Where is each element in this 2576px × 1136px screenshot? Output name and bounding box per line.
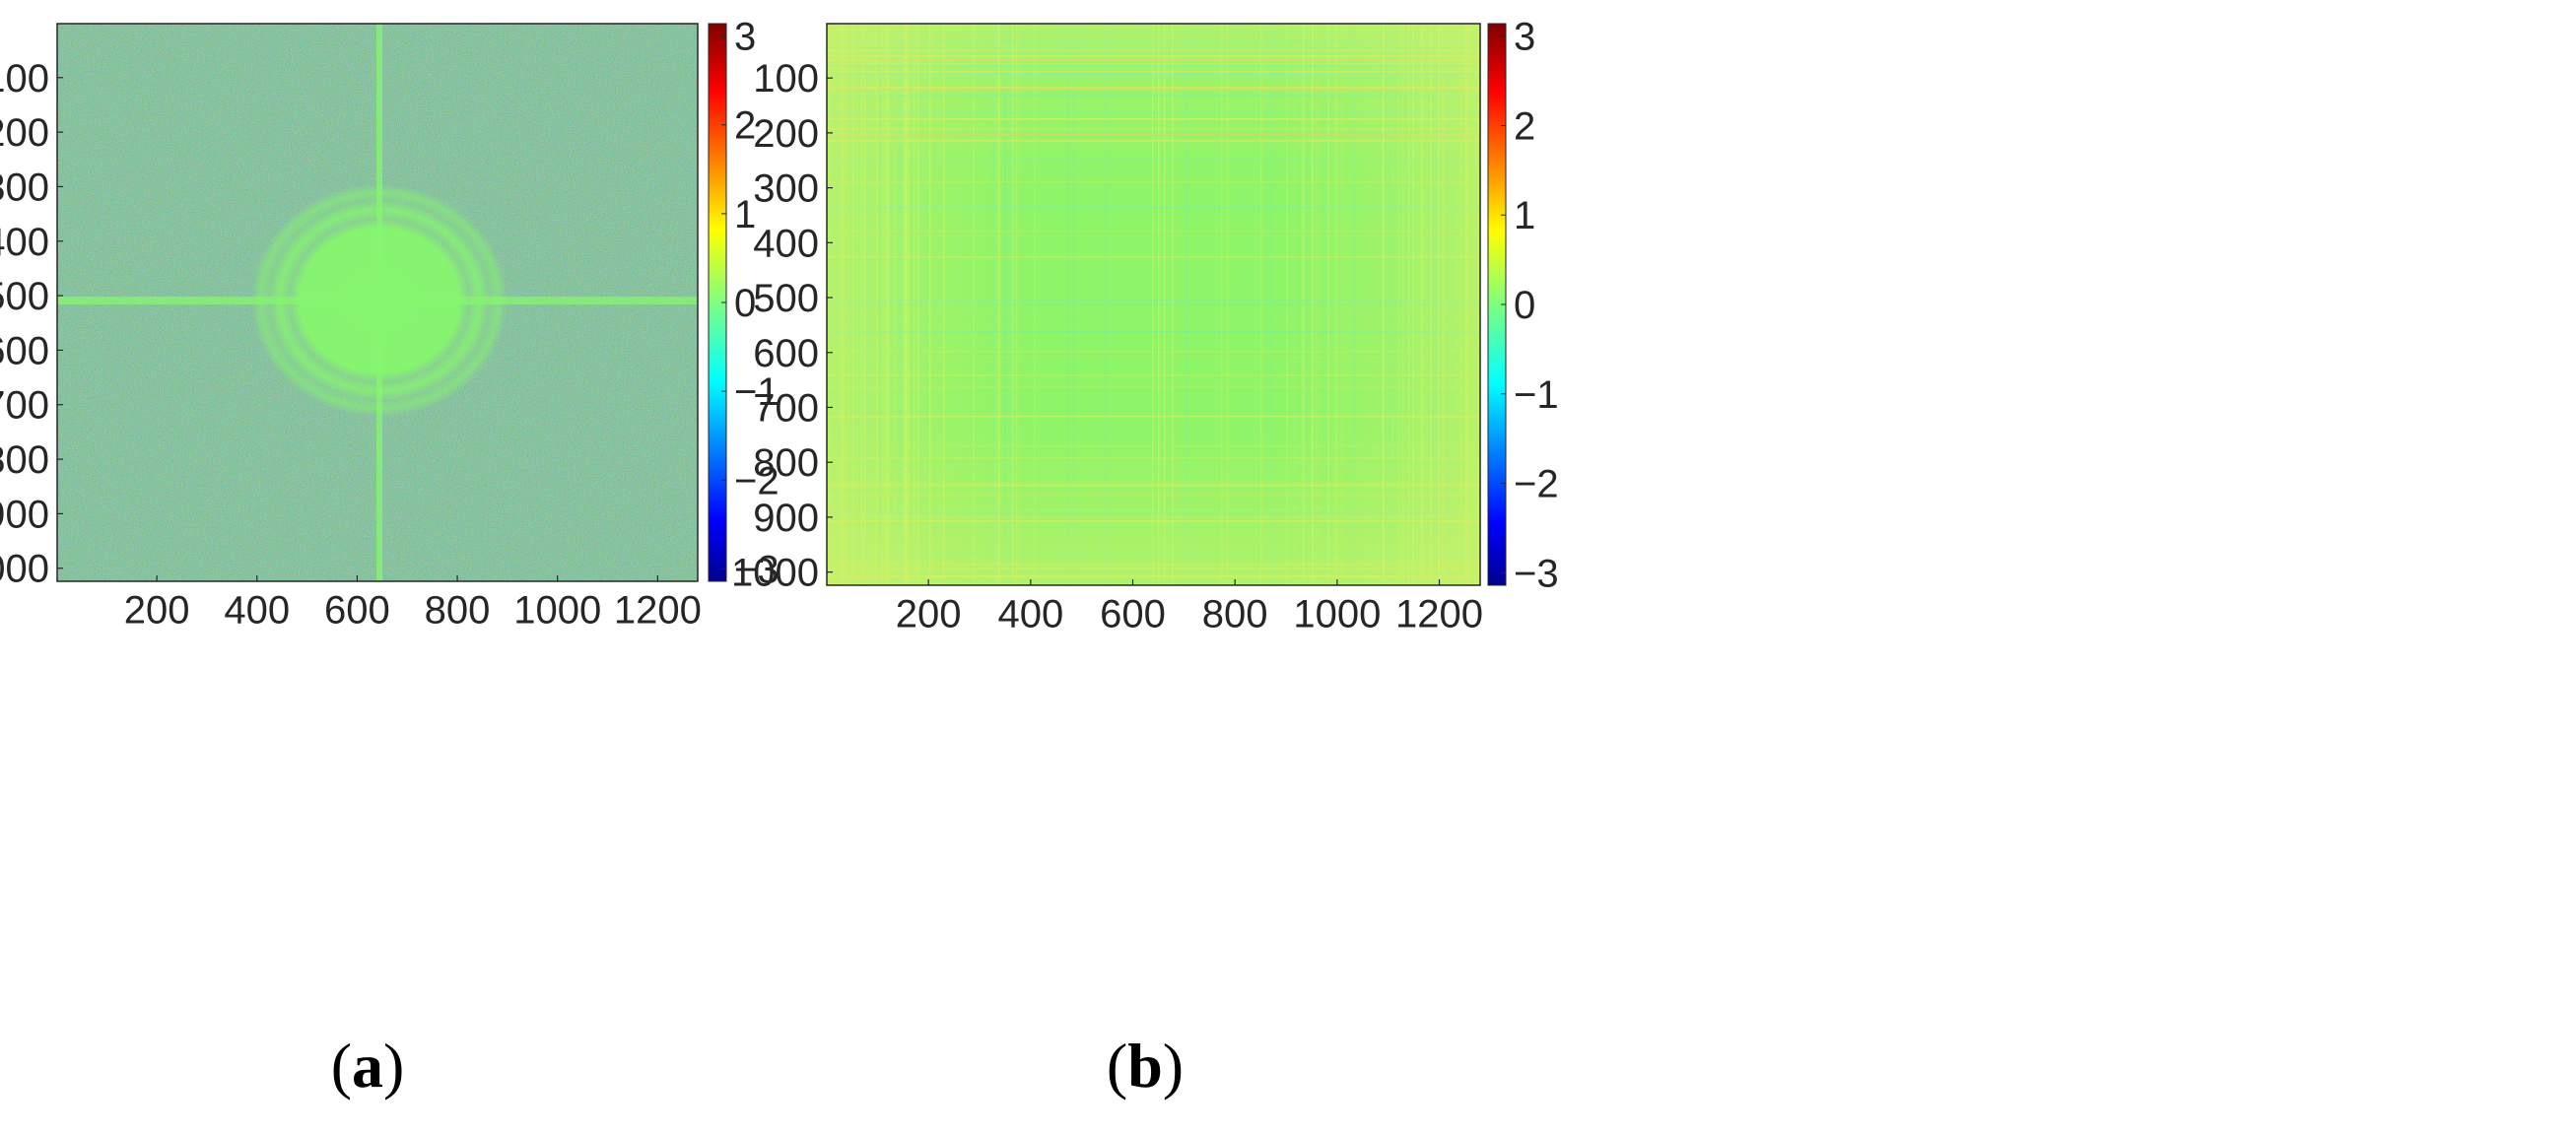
x-tick-label: 1000	[513, 589, 601, 633]
y-tick-label: 1000	[731, 552, 819, 595]
colorbar-tick-label: −2	[734, 459, 780, 502]
y-tick-label: 200	[0, 111, 49, 155]
colorbar-tick-label: −2	[1514, 463, 1559, 506]
y-tick-label: 600	[753, 332, 819, 375]
y-tick-label: 600	[0, 329, 49, 372]
colorbar-tick-label: 2	[734, 104, 756, 148]
y-tick-label: 500	[753, 277, 819, 320]
x-tick-label: 400	[224, 589, 290, 633]
panel-a-heatmap	[57, 24, 698, 581]
panel-b-x-axis: 200 400 600 800 1000 1200	[896, 579, 1483, 636]
panel-a-caption: (a)	[331, 1031, 405, 1101]
y-tick-label: 100	[753, 57, 819, 100]
colorbar-tick-label: 3	[1514, 16, 1535, 59]
y-tick-label: 100	[0, 57, 49, 100]
panel-a-y-axis: 100 200 300 400 500 600 700 800 900 1000	[0, 57, 63, 591]
y-tick-label: 400	[0, 221, 49, 264]
panel-b-axes-box	[826, 23, 1481, 586]
x-tick-label: 200	[896, 593, 962, 636]
x-tick-label: 600	[1100, 593, 1166, 636]
panel-a-colorbar-ticks: 3 2 1 0 −1 −2 −3	[721, 16, 780, 591]
x-tick-label: 1200	[614, 589, 702, 633]
y-tick-label: 300	[0, 166, 49, 209]
x-tick-label: 1000	[1293, 593, 1381, 636]
x-tick-label: 400	[997, 593, 1063, 636]
y-tick-label: 900	[753, 497, 819, 540]
colorbar-tick-label: −1	[734, 370, 780, 414]
x-tick-label: 600	[324, 589, 390, 633]
panel-b: 200 400 600 800 1000 1200 1002003004005006007…	[731, 16, 1559, 1101]
colorbar-tick-label: −1	[1514, 373, 1559, 417]
y-tick-label: 500	[0, 275, 49, 318]
colorbar-tick-label: 2	[1514, 104, 1535, 148]
panel-b-y-axis: 100 200 300 400 500 600 700 800 900 1000	[731, 57, 833, 595]
x-tick-label: 800	[1202, 593, 1268, 636]
y-tick-label: 700	[0, 384, 49, 428]
y-tick-label: 800	[0, 438, 49, 482]
y-tick-label: 700	[753, 386, 819, 430]
colorbar-tick-label: 0	[1514, 284, 1535, 327]
panel-a-axes-box	[56, 23, 699, 582]
y-tick-label: 200	[753, 112, 819, 156]
panel-b-heatmap	[827, 24, 1480, 585]
y-tick-label: 300	[753, 167, 819, 211]
colorbar-tick-label: −3	[1514, 552, 1559, 595]
panel-b-caption: (b)	[1107, 1031, 1184, 1101]
y-tick-label: 800	[753, 441, 819, 485]
colorbar-tick-label: 3	[734, 16, 756, 59]
colorbar-tick-label: 1	[1514, 194, 1535, 237]
x-tick-label: 200	[124, 589, 190, 633]
x-tick-label: 1200	[1395, 593, 1483, 636]
panel-a-x-axis: 200 400 600 800 1000 1200	[124, 575, 702, 633]
y-tick-label: 1000	[0, 548, 49, 591]
y-tick-label: 900	[0, 493, 49, 536]
panel-b-colorbar-ticks: 3 2 1 0 −1 −2 −3	[1501, 16, 1559, 595]
x-tick-label: 800	[425, 589, 491, 633]
colorbar-tick-label: 0	[734, 282, 756, 325]
y-tick-label: 400	[753, 222, 819, 265]
colorbar-tick-label: −3	[734, 548, 780, 591]
colorbar-tick-label: 1	[734, 193, 756, 236]
panel-a: 200 400 600 800 1000 1200 100 200 300 400 500 600 7…	[0, 16, 780, 1101]
